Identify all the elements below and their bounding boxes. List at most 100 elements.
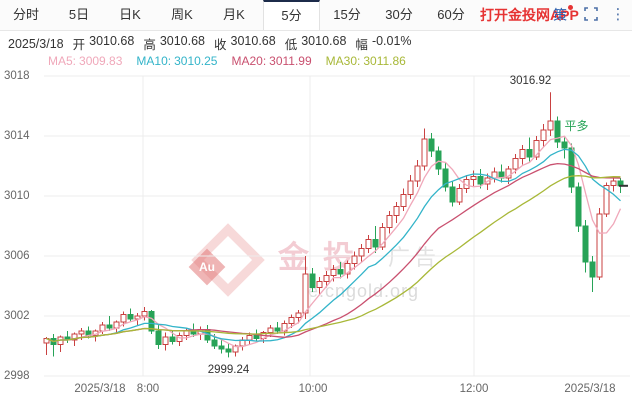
candle-up bbox=[71, 333, 78, 341]
candle-down bbox=[211, 339, 218, 347]
candle-up bbox=[386, 215, 393, 228]
candle-down bbox=[274, 327, 281, 332]
more-menu-icon[interactable]: ⋮ bbox=[610, 6, 626, 23]
candle-up bbox=[414, 165, 421, 182]
strategy-label: 策 bbox=[553, 7, 567, 23]
candle-up bbox=[393, 206, 400, 216]
candle-down bbox=[127, 314, 134, 320]
candle-down bbox=[428, 138, 435, 152]
close-value: 3010.68 bbox=[230, 34, 276, 48]
tab-5day[interactable]: 5日 bbox=[68, 7, 90, 22]
candle-down bbox=[253, 335, 260, 339]
candle-up bbox=[316, 281, 323, 288]
candle-up bbox=[610, 180, 617, 186]
candle-up bbox=[400, 194, 407, 207]
y-axis-tick: 3014 bbox=[4, 130, 30, 142]
quote-date: 2025/3/18 bbox=[8, 36, 64, 51]
change-label: 幅 bbox=[355, 38, 368, 52]
candle-up bbox=[491, 171, 498, 179]
tab-30min[interactable]: 30分 bbox=[385, 7, 413, 22]
low-price-annotation: 2999.24 bbox=[207, 364, 250, 377]
candle-up bbox=[302, 273, 309, 314]
ma30-legend: MA30: 3011.86 bbox=[325, 54, 406, 68]
candle-up bbox=[421, 138, 428, 167]
candle-up bbox=[351, 255, 358, 264]
candle-down bbox=[337, 269, 344, 275]
candle-up bbox=[533, 140, 540, 158]
tab-5min-active[interactable]: 5分 bbox=[263, 0, 320, 30]
tab-weekly-k[interactable]: 周K bbox=[171, 7, 193, 22]
candle-up bbox=[162, 336, 169, 345]
open-label: 开 bbox=[72, 38, 86, 52]
candle-down bbox=[442, 168, 449, 188]
candle-down bbox=[106, 324, 113, 329]
ma5-legend: MA5: 3009.83 bbox=[48, 54, 123, 68]
y-axis-tick: 3018 bbox=[4, 70, 30, 82]
candle-down bbox=[561, 141, 568, 149]
candle-up bbox=[120, 314, 127, 323]
candle-up bbox=[323, 275, 330, 282]
candle-up bbox=[407, 180, 414, 195]
candle-up bbox=[141, 311, 148, 317]
ma20-legend: MA20: 3011.99 bbox=[231, 54, 312, 68]
y-axis-tick: 3002 bbox=[4, 310, 30, 322]
x-axis-tick: 10:00 bbox=[298, 383, 328, 395]
tab-timeline[interactable]: 分时 bbox=[12, 7, 39, 22]
candle-up bbox=[512, 158, 519, 170]
x-axis-tick: 8:00 bbox=[136, 383, 160, 395]
candle-up bbox=[519, 149, 526, 159]
tab-15min[interactable]: 15分 bbox=[333, 7, 361, 22]
candle-up bbox=[330, 269, 337, 276]
candle-up bbox=[470, 176, 477, 180]
ohlc-info-bar: 2025/3/18 开 3010.68 高 3010.68 收 3010.68 低 30… bbox=[8, 34, 412, 52]
candle-up bbox=[379, 227, 386, 248]
candle-down bbox=[155, 330, 162, 345]
tab-daily-k[interactable]: 日K bbox=[119, 7, 141, 22]
candle-down bbox=[218, 345, 225, 350]
low-value: 3010.68 bbox=[301, 34, 347, 48]
ma-legend: MA5: 3009.83 MA10: 3010.25 MA20: 3011.99 MA… bbox=[48, 54, 406, 70]
candle-down bbox=[554, 120, 561, 143]
period-tab-bar: 分时 5日 日K 周K 月K 5分 15分 30分 60分 打开金投网APP 策… bbox=[0, 0, 632, 31]
candle-up bbox=[456, 188, 463, 203]
close-long-marker: 平多 bbox=[564, 118, 589, 133]
candle-down bbox=[449, 186, 456, 203]
candle-down bbox=[225, 348, 232, 353]
candle-down bbox=[372, 239, 379, 248]
candle-down bbox=[169, 336, 176, 342]
open-app-link[interactable]: 打开金投网APP bbox=[480, 7, 579, 23]
strategy-button[interactable]: 策 bbox=[553, 0, 573, 30]
fullscreen-icon[interactable] bbox=[584, 7, 600, 23]
candle-down bbox=[526, 149, 533, 158]
candle-up bbox=[267, 327, 274, 333]
candle-up bbox=[78, 330, 85, 335]
y-axis-tick: 3006 bbox=[4, 250, 30, 262]
high-value: 3010.68 bbox=[159, 34, 206, 48]
candle-down bbox=[477, 176, 484, 185]
x-axis-tick: 2025/3/18 bbox=[74, 383, 126, 395]
candle-down bbox=[582, 225, 589, 263]
candle-down bbox=[435, 150, 442, 170]
candle-up bbox=[603, 185, 610, 215]
candle-up bbox=[99, 324, 106, 332]
candle-up bbox=[344, 263, 351, 275]
ma30-line bbox=[46, 175, 621, 343]
candle-up bbox=[358, 248, 365, 257]
candle-up bbox=[505, 168, 512, 179]
tab-monthly-k[interactable]: 月K bbox=[223, 7, 245, 22]
notification-dot bbox=[568, 5, 573, 10]
y-axis-tick: 3010 bbox=[4, 190, 30, 202]
ma10-line bbox=[46, 148, 621, 343]
x-axis-tick: 2025/3/18 bbox=[564, 383, 616, 395]
candle-up bbox=[183, 330, 190, 336]
low-label: 低 bbox=[284, 38, 298, 52]
close-label: 收 bbox=[214, 38, 227, 52]
candle-down bbox=[589, 261, 596, 278]
candle-up bbox=[134, 315, 141, 320]
candle-up bbox=[246, 335, 253, 341]
tab-60min[interactable]: 60分 bbox=[437, 7, 465, 22]
candle-up bbox=[540, 129, 547, 141]
y-axis-tick: 2998 bbox=[4, 370, 30, 382]
